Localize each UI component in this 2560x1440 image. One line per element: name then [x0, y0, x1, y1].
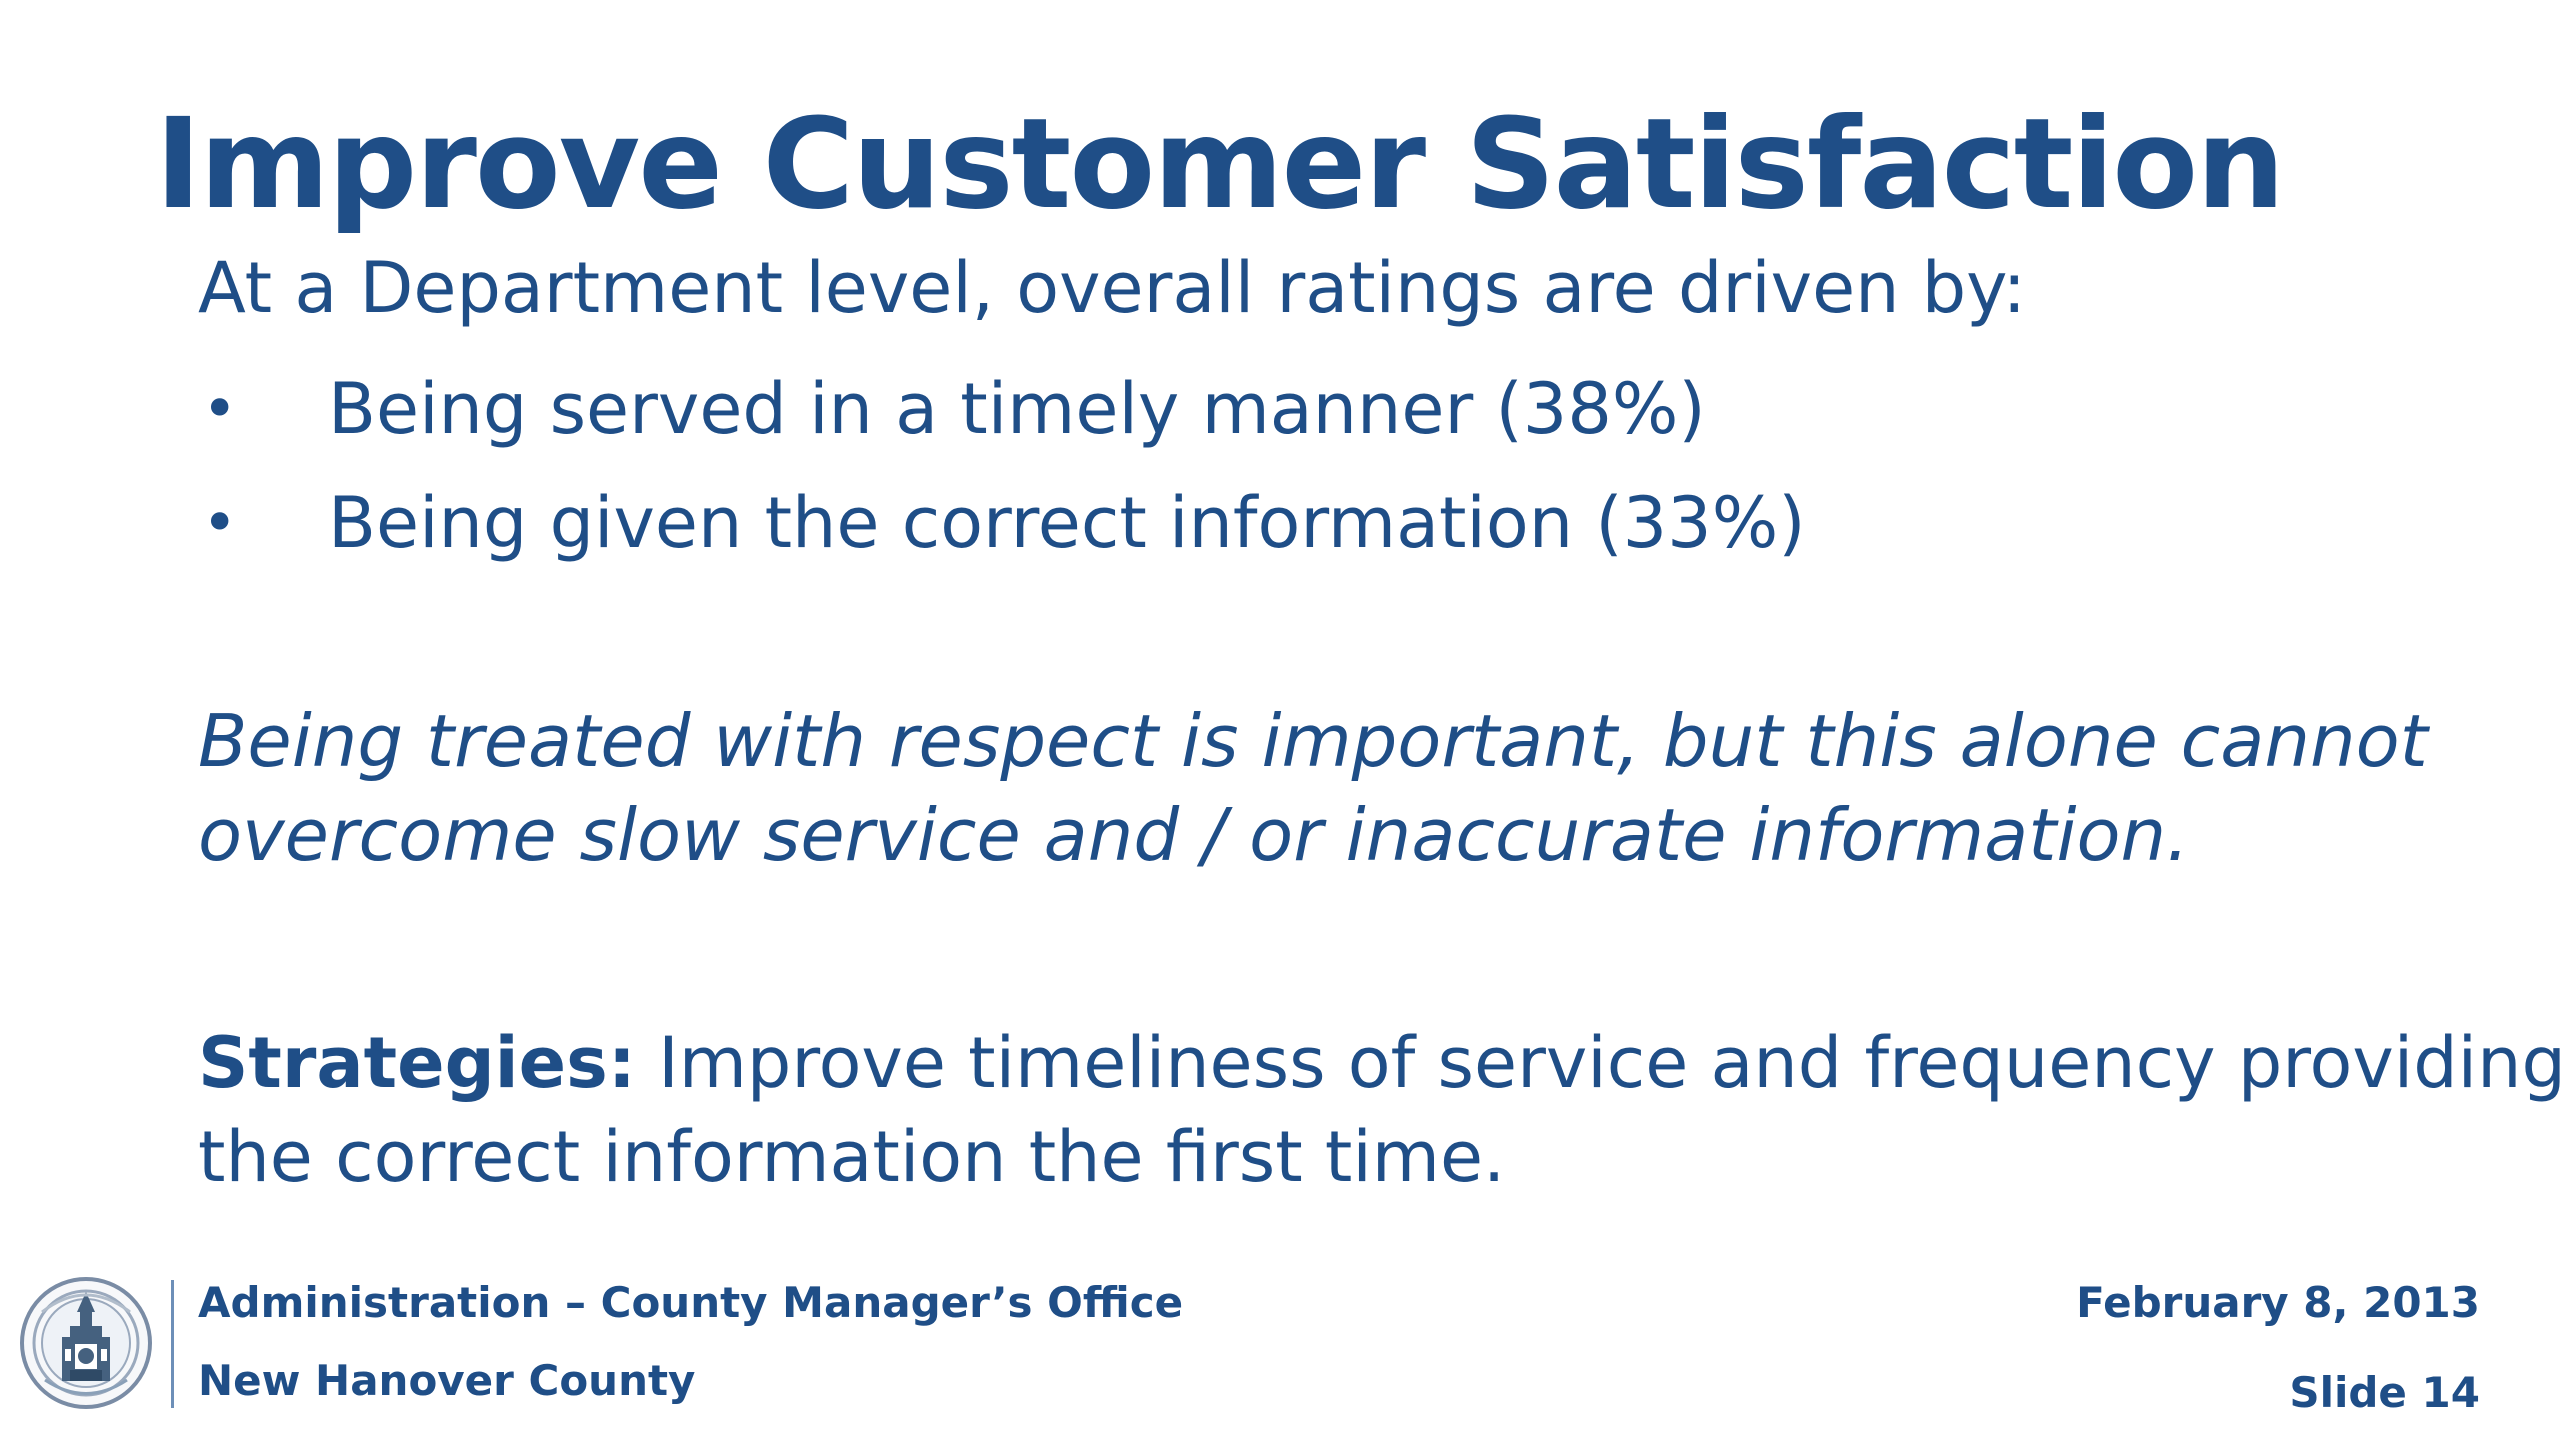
- respect-note-line: overcome slow service and / or inaccurat…: [198, 793, 2190, 877]
- bullet-text: Being served in a timely manner (38%): [328, 368, 1706, 450]
- county-seal-icon: [20, 1277, 152, 1409]
- footer-date: February 8, 2013: [2076, 1278, 2480, 1327]
- strategies-line: the correct information the first time.: [198, 1116, 1506, 1198]
- strategies-text: Improve timeliness of service and freque…: [635, 1022, 2560, 1104]
- slide-number: Slide 14: [2289, 1368, 2480, 1417]
- strategies-paragraph: Strategies: Improve timeliness of servic…: [198, 1016, 2560, 1204]
- strategies-label: Strategies:: [198, 1022, 636, 1104]
- rating-drivers-list: • Being served in a timely manner (38%) …: [198, 352, 1806, 580]
- footer-meta: February 8, 2013 Slide 14: [2076, 1276, 2480, 1420]
- bullet-text: Being given the correct information (33%…: [328, 482, 1806, 564]
- slide-title: Improve Customer Satisfaction: [155, 92, 2285, 237]
- respect-note-line: Being treated with respect is important,…: [198, 699, 2428, 783]
- bullet-item-correct-information: • Being given the correct information (3…: [198, 466, 1806, 580]
- bullet-item-timely-service: • Being served in a timely manner (38%): [198, 352, 1806, 466]
- respect-note: Being treated with respect is important,…: [198, 694, 2498, 882]
- bullet-icon: •: [202, 374, 238, 444]
- footer-department: Administration – County Manager’s Office: [198, 1278, 1184, 1327]
- strategies-line: Strategies: Improve timeliness of servic…: [198, 1016, 2560, 1110]
- footer-county: New Hanover County: [198, 1356, 696, 1405]
- footer-organization: Administration – County Manager’s Office…: [198, 1276, 1183, 1408]
- intro-text: At a Department level, overall ratings a…: [198, 247, 2027, 329]
- footer-divider: [171, 1280, 174, 1408]
- bullet-icon: •: [202, 488, 238, 558]
